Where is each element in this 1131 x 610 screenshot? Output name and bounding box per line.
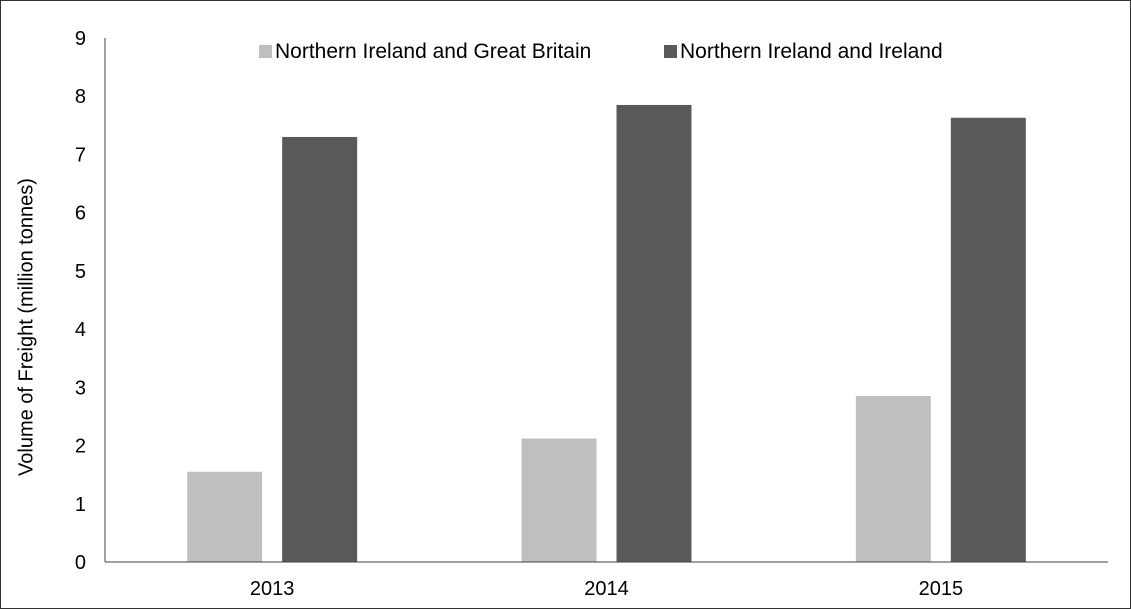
bar — [521, 438, 597, 562]
bar — [950, 117, 1026, 563]
bar — [187, 471, 263, 562]
bar — [855, 396, 931, 562]
legend-label: Northern Ireland and Ireland — [680, 40, 943, 63]
y-tick-label: 4 — [75, 319, 86, 341]
legend-swatch — [664, 45, 677, 58]
legend-swatch — [259, 45, 272, 58]
y-tick-label: 3 — [75, 377, 86, 399]
y-tick-label: 1 — [75, 494, 86, 516]
x-tick-label: 2013 — [250, 578, 295, 600]
x-tick-label: 2014 — [584, 578, 629, 600]
y-tick-label: 0 — [75, 552, 86, 574]
bar — [616, 104, 692, 562]
bar — [282, 136, 358, 562]
legend: Northern Ireland and Great Britain Northe… — [259, 40, 943, 63]
x-axis-ticks: 2013 2014 2015 — [250, 578, 963, 600]
y-tick-label: 2 — [75, 436, 86, 458]
y-tick-label: 5 — [75, 261, 86, 283]
y-tick-label: 8 — [75, 86, 86, 108]
x-tick-label: 2015 — [919, 578, 964, 600]
y-tick-label: 9 — [75, 28, 86, 50]
legend-label: Northern Ireland and Great Britain — [275, 40, 591, 63]
y-tick-label: 7 — [75, 144, 86, 166]
bars — [187, 104, 1026, 563]
y-axis-title: Volume of Freight (million tonnes) — [15, 178, 37, 476]
y-axis-ticks: 0 1 2 3 4 5 6 7 8 9 — [75, 28, 86, 574]
y-tick-label: 6 — [75, 203, 86, 225]
